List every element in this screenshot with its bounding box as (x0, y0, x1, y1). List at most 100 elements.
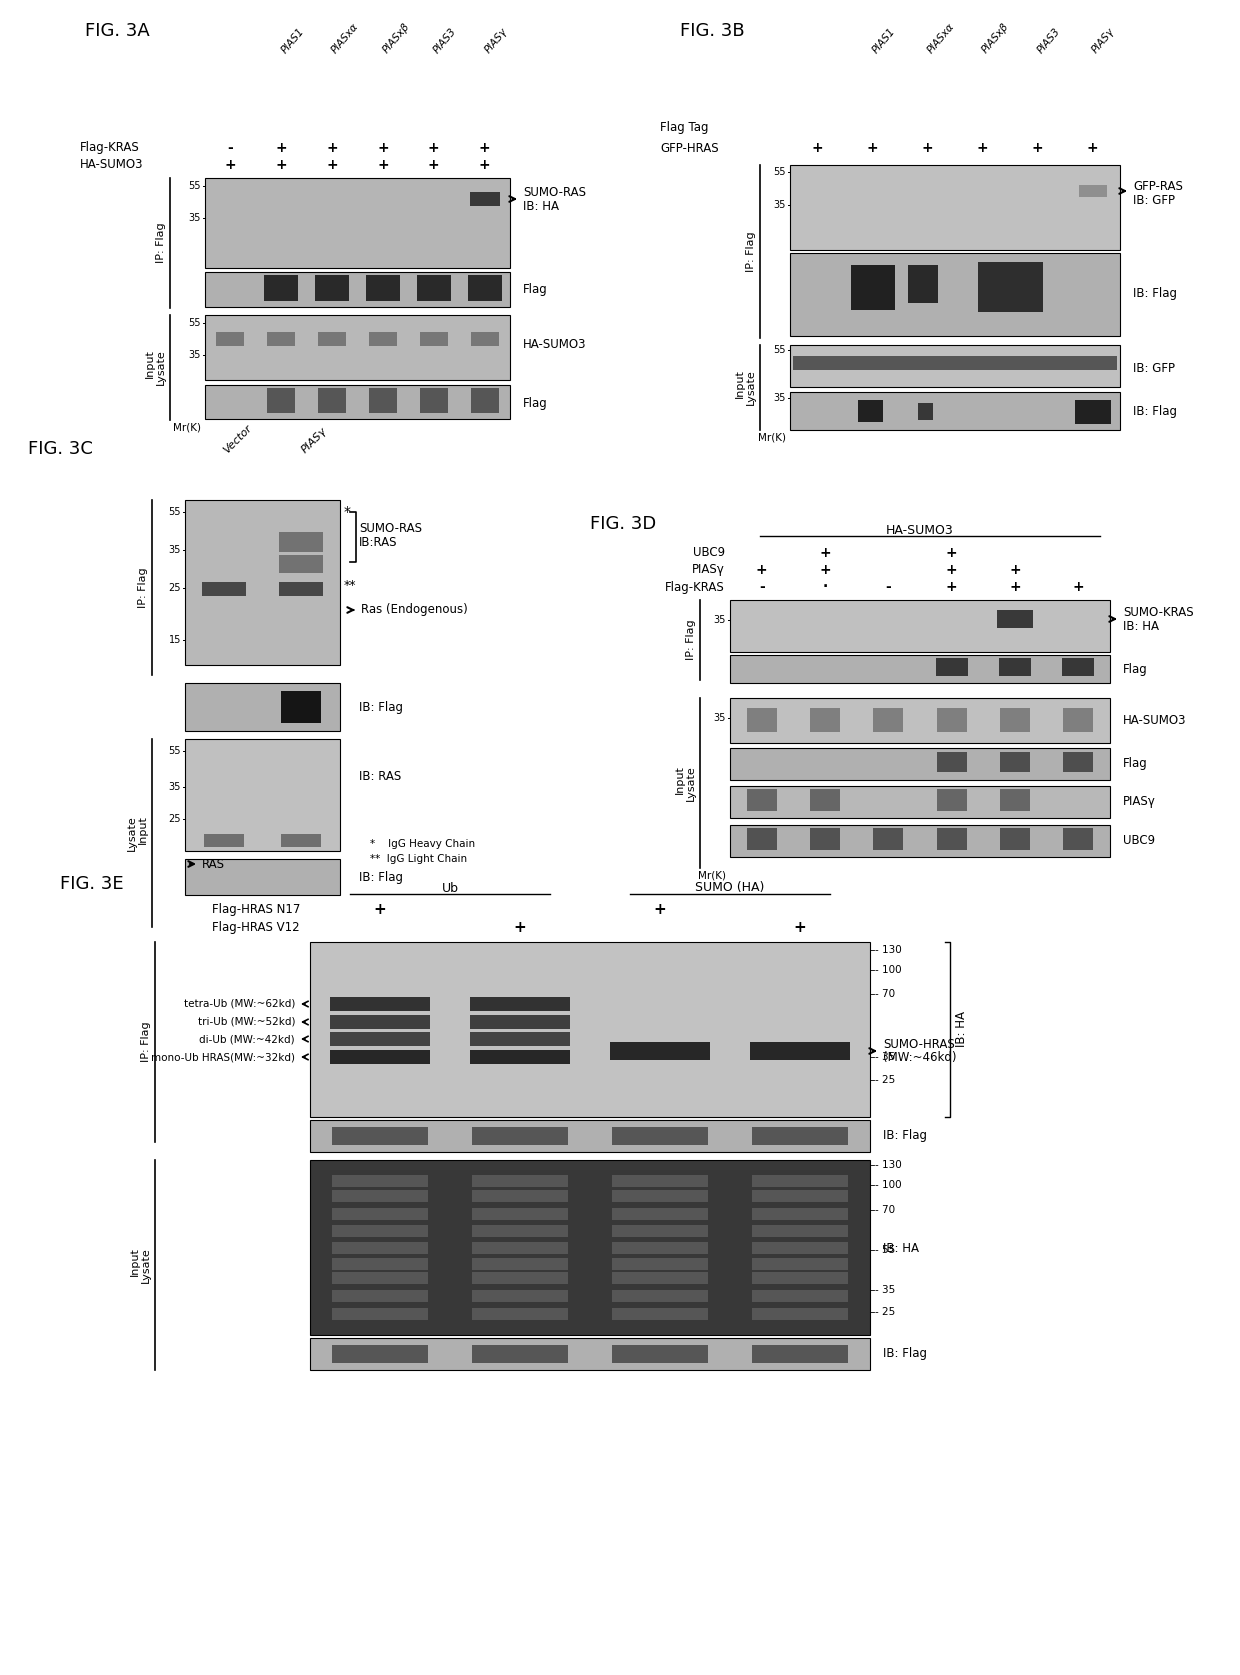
Text: GFP-RAS: GFP-RAS (1133, 179, 1183, 193)
Bar (264, 275, 299, 301)
Bar (332, 1224, 428, 1238)
Bar (472, 1345, 568, 1363)
Text: PIASxβ: PIASxβ (381, 22, 412, 55)
Text: Input
Lysate: Input Lysate (144, 350, 166, 385)
Bar (315, 275, 350, 301)
Bar (417, 275, 451, 301)
Text: +: + (977, 141, 988, 156)
Text: +: + (794, 920, 806, 935)
Text: Flag: Flag (523, 283, 548, 295)
Text: 55: 55 (188, 181, 201, 191)
Text: +: + (820, 563, 831, 576)
Bar (370, 389, 397, 414)
Bar (751, 1189, 848, 1203)
Text: Flag-KRAS: Flag-KRAS (665, 581, 725, 593)
Bar (1079, 184, 1106, 198)
Text: 35: 35 (188, 213, 201, 223)
Text: +: + (326, 141, 337, 156)
Bar (751, 1241, 848, 1255)
Text: Ras (Endogenous): Ras (Endogenous) (361, 603, 467, 616)
Bar (472, 1224, 568, 1238)
Text: IB: HA: IB: HA (523, 201, 559, 213)
Text: IP: Flag: IP: Flag (138, 568, 148, 608)
Text: - 70: - 70 (875, 1204, 895, 1214)
Bar (332, 1271, 428, 1285)
Text: Input
Lysate: Input Lysate (734, 370, 756, 405)
Bar (810, 709, 839, 732)
Text: +: + (326, 157, 337, 173)
Text: 35: 35 (169, 782, 181, 792)
Text: IB: Flag: IB: Flag (360, 702, 403, 715)
Bar (279, 554, 324, 573)
Text: IP: Flag: IP: Flag (141, 1022, 151, 1062)
Text: +: + (377, 157, 388, 173)
Bar (472, 1189, 568, 1203)
Text: PIASγ: PIASγ (299, 425, 329, 456)
Text: SUMO-RAS: SUMO-RAS (360, 521, 422, 534)
Bar (790, 166, 1120, 250)
Text: Input
Lysate: Input Lysate (675, 765, 696, 801)
Text: +: + (1073, 580, 1084, 595)
Bar (751, 1308, 848, 1320)
Text: PIAS3: PIAS3 (1035, 25, 1063, 55)
Text: +: + (1032, 141, 1043, 156)
Bar (467, 275, 502, 301)
Text: +: + (479, 157, 490, 173)
Bar (332, 1258, 428, 1270)
Bar (999, 827, 1030, 849)
Text: +: + (867, 141, 878, 156)
Bar (790, 392, 1120, 430)
Bar (730, 826, 1110, 858)
Bar (751, 1174, 848, 1188)
Text: - 130: - 130 (875, 945, 901, 955)
Bar (470, 1015, 570, 1028)
Bar (332, 1308, 428, 1320)
Text: PIASγ: PIASγ (1090, 27, 1117, 55)
Text: -: - (885, 580, 892, 595)
Text: PIASγ: PIASγ (482, 27, 508, 55)
Bar (751, 1345, 848, 1363)
Bar (470, 193, 500, 206)
Text: +: + (921, 141, 934, 156)
Bar (730, 600, 1110, 652)
Bar (613, 1127, 708, 1146)
Bar (268, 389, 295, 414)
Bar (613, 1290, 708, 1301)
Text: HA-SUMO3: HA-SUMO3 (1123, 714, 1187, 727)
Text: +: + (224, 157, 237, 173)
Bar (746, 709, 776, 732)
Text: IB: Flag: IB: Flag (1133, 288, 1177, 300)
Text: SUMO-HRAS: SUMO-HRAS (883, 1037, 955, 1050)
Bar (730, 749, 1110, 781)
Text: +: + (373, 903, 387, 918)
Bar (310, 1338, 870, 1370)
Bar (332, 1127, 428, 1146)
Text: Flag: Flag (1123, 663, 1148, 675)
Text: 35: 35 (188, 350, 201, 360)
Text: PIASxα: PIASxα (330, 22, 361, 55)
Text: -: - (759, 580, 765, 595)
Bar (205, 385, 510, 419)
Text: IB: HA: IB: HA (883, 1241, 919, 1255)
Text: +: + (1086, 141, 1099, 156)
Bar (751, 1271, 848, 1285)
Text: -: - (228, 141, 233, 156)
Bar (205, 271, 510, 307)
Text: Flag-KRAS: Flag-KRAS (81, 141, 140, 154)
Text: +: + (275, 157, 288, 173)
Bar (613, 1174, 708, 1188)
Bar (205, 315, 510, 380)
Bar (472, 1208, 568, 1219)
Bar (332, 1189, 428, 1203)
Bar (471, 332, 498, 347)
Bar (999, 658, 1030, 677)
Bar (472, 1271, 568, 1285)
Bar (332, 1208, 428, 1219)
Bar (790, 345, 1120, 387)
Text: - 55: - 55 (875, 1245, 895, 1255)
Text: - 35: - 35 (875, 1285, 895, 1295)
Text: tri-Ub (MW:~52kd): tri-Ub (MW:~52kd) (197, 1017, 295, 1027)
Text: UBC9: UBC9 (1123, 834, 1156, 848)
Bar (610, 1042, 711, 1060)
Text: IB: Flag: IB: Flag (883, 1129, 928, 1142)
